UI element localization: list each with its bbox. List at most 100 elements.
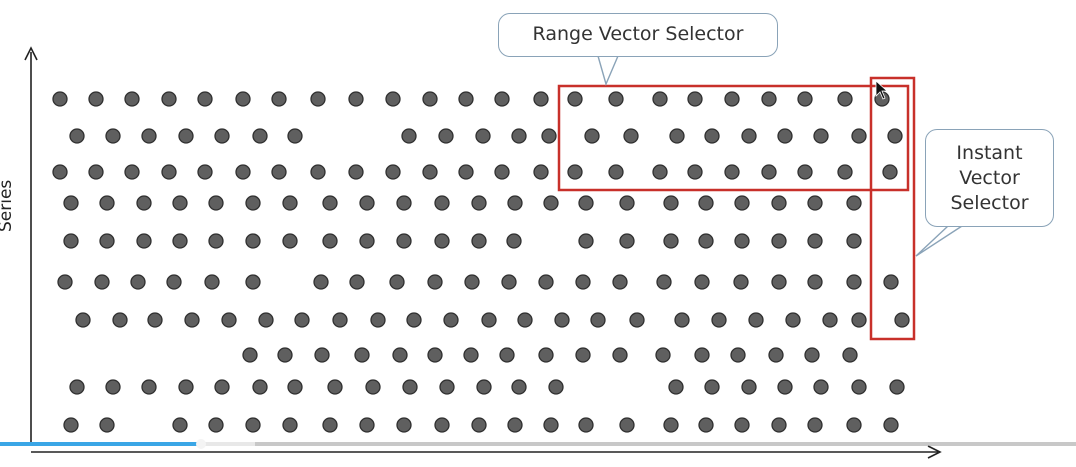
sample-dot-series-7 <box>748 312 764 328</box>
range-callout-pointer <box>597 55 619 87</box>
sample-dot-series-6 <box>501 274 517 290</box>
sample-dot-series-8 <box>277 347 293 363</box>
sample-dot-series-2 <box>777 128 793 144</box>
sample-dot-series-3 <box>458 164 474 180</box>
sample-dot-series-6 <box>464 274 480 290</box>
sample-dot-series-2 <box>69 128 85 144</box>
sample-dot-series-10 <box>63 417 79 433</box>
video-progress-handle[interactable] <box>196 439 206 449</box>
sample-dot-series-6 <box>245 274 261 290</box>
sample-dot-series-1 <box>567 91 583 107</box>
sample-dot-series-7 <box>851 312 867 328</box>
sample-dot-series-1 <box>533 91 549 107</box>
sample-dot-series-7 <box>785 312 801 328</box>
sample-dot-series-5 <box>208 233 224 249</box>
sample-dot-series-3 <box>533 164 549 180</box>
sample-dot-series-9 <box>777 379 793 395</box>
sample-dot-series-4 <box>507 195 523 211</box>
sample-dot-series-10 <box>208 417 224 433</box>
sample-dot-series-2 <box>584 128 600 144</box>
sample-dot-series-3 <box>882 164 898 180</box>
sample-dot-series-7 <box>894 312 910 328</box>
x-axis-arrowhead <box>927 445 942 459</box>
sample-dot-series-7 <box>554 312 570 328</box>
sample-dot-series-2 <box>741 128 757 144</box>
video-progress-track[interactable] <box>0 442 1076 446</box>
instant-vector-box <box>869 76 916 341</box>
sample-dot-series-2 <box>541 128 557 144</box>
sample-dot-series-8 <box>655 347 671 363</box>
sample-dot-series-7 <box>221 312 237 328</box>
sample-dot-series-7 <box>294 312 310 328</box>
y-axis-arrowhead <box>24 46 38 61</box>
sample-dot-series-9 <box>402 379 418 395</box>
sample-dot-series-4 <box>698 195 714 211</box>
sample-dot-series-6 <box>846 274 862 290</box>
sample-dot-series-8 <box>354 347 370 363</box>
sample-dot-series-6 <box>389 274 405 290</box>
sample-dot-series-6 <box>656 274 672 290</box>
sample-dot-series-4 <box>172 195 188 211</box>
sample-dot-series-3 <box>567 164 583 180</box>
sample-dot-series-6 <box>427 274 443 290</box>
sample-dot-series-2 <box>669 128 685 144</box>
sample-dot-series-4 <box>663 195 679 211</box>
sample-dot-series-10 <box>698 417 714 433</box>
sample-dot-series-1 <box>197 91 213 107</box>
sample-dot-series-4 <box>434 195 450 211</box>
sample-dot-series-9 <box>548 379 564 395</box>
sample-dot-series-8 <box>804 347 820 363</box>
sample-dot-series-2 <box>511 128 527 144</box>
sample-dot-series-10 <box>734 417 750 433</box>
sample-dot-series-6 <box>166 274 182 290</box>
sample-dot-series-5 <box>63 233 79 249</box>
sample-dot-series-8 <box>242 347 258 363</box>
range-vector-box <box>557 84 910 192</box>
sample-dot-series-3 <box>608 164 624 180</box>
sample-dot-series-3 <box>687 164 703 180</box>
sample-dot-series-5 <box>734 233 750 249</box>
sample-dot-series-4 <box>619 195 635 211</box>
sample-dot-series-5 <box>698 233 714 249</box>
sample-dot-series-8 <box>842 347 858 363</box>
sample-dot-series-1 <box>761 91 777 107</box>
sample-dot-series-5 <box>245 233 261 249</box>
sample-dot-series-4 <box>396 195 412 211</box>
sample-dot-series-1 <box>687 91 703 107</box>
sample-dot-series-8 <box>612 347 628 363</box>
sample-dot-series-4 <box>322 195 338 211</box>
sample-dot-series-5 <box>663 233 679 249</box>
sample-dot-series-4 <box>99 195 115 211</box>
sample-dot-series-4 <box>136 195 152 211</box>
sample-dot-series-8 <box>768 347 784 363</box>
sample-dot-series-9 <box>741 379 757 395</box>
sample-dot-series-4 <box>734 195 750 211</box>
sample-dot-series-4 <box>282 195 298 211</box>
sample-dot-series-1 <box>652 91 668 107</box>
y-axis-label: Series <box>0 179 16 232</box>
sample-dot-series-3 <box>348 164 364 180</box>
sample-dot-series-1 <box>271 91 287 107</box>
sample-dot-series-4 <box>63 195 79 211</box>
sample-dot-series-7 <box>629 312 645 328</box>
sample-dot-series-6 <box>694 274 710 290</box>
sample-dot-series-6 <box>57 274 73 290</box>
sample-dot-series-9 <box>476 379 492 395</box>
instant-vector-callout: Instant Vector Selector <box>925 129 1054 227</box>
sample-dot-series-7 <box>112 312 128 328</box>
sample-dot-series-9 <box>813 379 829 395</box>
sample-dot-series-8 <box>694 347 710 363</box>
sample-dot-series-3 <box>310 164 326 180</box>
sample-dot-series-3 <box>724 164 740 180</box>
sample-dot-series-4 <box>471 195 487 211</box>
sample-dot-series-10 <box>99 417 115 433</box>
sample-dot-series-1 <box>494 91 510 107</box>
sample-dot-series-8 <box>463 347 479 363</box>
sample-dot-series-7 <box>443 312 459 328</box>
sample-dot-series-7 <box>370 312 386 328</box>
sample-dot-series-3 <box>652 164 668 180</box>
mouse-cursor-icon <box>875 80 889 100</box>
sample-dot-series-5 <box>471 233 487 249</box>
sample-dot-series-6 <box>612 274 628 290</box>
